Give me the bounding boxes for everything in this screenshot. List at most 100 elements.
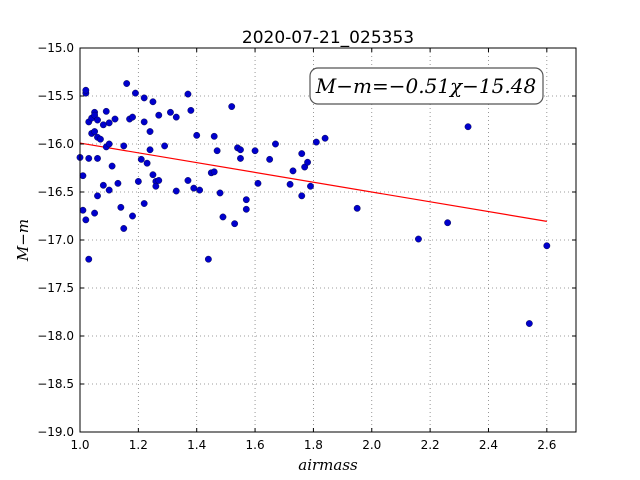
data-point xyxy=(525,320,533,327)
data-point xyxy=(242,196,250,204)
data-point xyxy=(304,158,311,166)
x-tick-label: 1.2 xyxy=(129,438,148,452)
data-point xyxy=(251,147,259,155)
data-point xyxy=(134,178,142,185)
y-axis-label: M−m xyxy=(14,219,32,262)
data-point xyxy=(172,113,180,121)
data-point xyxy=(213,147,221,155)
data-point xyxy=(254,179,262,187)
data-point xyxy=(543,242,551,250)
chart-title: 2020-07-21_025353 xyxy=(242,28,414,48)
data-point xyxy=(105,119,113,127)
data-point xyxy=(114,179,122,187)
data-point xyxy=(94,116,101,124)
data-point xyxy=(184,177,192,184)
data-point xyxy=(216,189,224,197)
data-point xyxy=(132,89,139,97)
data-point xyxy=(152,182,160,190)
data-point xyxy=(289,167,297,175)
data-point xyxy=(82,86,90,94)
y-tick-label: −18.5 xyxy=(37,377,74,391)
data-point xyxy=(190,184,198,192)
data-point xyxy=(161,142,169,150)
fit-line-group xyxy=(79,142,547,222)
x-tick-label: 2.6 xyxy=(537,438,556,452)
data-point xyxy=(219,213,227,221)
data-point xyxy=(85,154,93,162)
x-tick-label: 2.2 xyxy=(421,438,440,452)
data-points xyxy=(76,80,551,327)
data-point xyxy=(210,168,218,176)
data-point xyxy=(91,128,98,135)
x-tick-label: 1.0 xyxy=(70,438,89,452)
data-point xyxy=(242,205,250,213)
data-point xyxy=(99,121,107,129)
data-point xyxy=(120,142,128,150)
annotation-text: M−m=−0.51χ−15.48 xyxy=(315,74,536,98)
data-point xyxy=(97,135,104,143)
data-point xyxy=(321,134,329,142)
data-point xyxy=(140,200,148,207)
data-point xyxy=(312,138,320,146)
data-point xyxy=(298,192,306,200)
axis-ticks: 1.0 1.2 1.4 1.6 1.8 2.0 2.2 2.4 2.6 −15.0 −15.5 −16… xyxy=(37,41,576,452)
data-point xyxy=(228,103,236,110)
data-point xyxy=(102,107,110,115)
data-point xyxy=(353,204,361,212)
y-tick-label: −19.0 xyxy=(37,425,74,439)
data-point xyxy=(140,94,148,102)
data-point xyxy=(108,162,116,170)
data-point xyxy=(94,154,101,162)
data-point xyxy=(123,80,131,87)
data-point xyxy=(187,107,195,114)
data-point xyxy=(172,187,180,195)
data-point xyxy=(196,186,204,194)
data-point xyxy=(266,155,274,163)
data-point xyxy=(149,98,157,106)
data-point xyxy=(415,235,422,243)
y-tick-label: −16.0 xyxy=(37,137,74,151)
data-point xyxy=(85,255,93,263)
data-point xyxy=(286,180,294,188)
data-point xyxy=(143,159,151,167)
data-point xyxy=(105,140,113,148)
data-point xyxy=(105,186,113,194)
data-point xyxy=(99,181,107,189)
x-tick-label: 2.4 xyxy=(479,438,498,452)
data-point xyxy=(204,255,212,263)
data-point xyxy=(210,132,218,140)
annotation-box xyxy=(309,67,544,105)
data-point xyxy=(193,131,201,139)
y-tick-label: −16.5 xyxy=(37,185,74,199)
data-point xyxy=(146,128,154,135)
data-point xyxy=(120,225,128,232)
fit-line xyxy=(79,142,547,222)
y-tick-label: −15.0 xyxy=(37,41,74,55)
data-point xyxy=(231,220,239,228)
x-tick-label: 1.8 xyxy=(304,438,323,452)
data-point xyxy=(167,108,174,116)
data-point xyxy=(464,123,472,131)
x-tick-label: 1.4 xyxy=(187,438,206,452)
data-point xyxy=(155,177,163,184)
data-point xyxy=(129,212,136,220)
data-point xyxy=(149,171,157,179)
data-point xyxy=(155,111,163,119)
data-point xyxy=(82,216,90,224)
y-tick-label: −18.0 xyxy=(37,329,74,343)
data-point xyxy=(237,146,244,154)
equation-annotation: M−m=−0.51χ−15.48 xyxy=(309,67,544,105)
x-tick-label: 2.0 xyxy=(362,438,381,452)
data-point xyxy=(111,115,119,123)
y-tick-label: −17.5 xyxy=(37,281,74,295)
data-point xyxy=(146,146,154,154)
data-point xyxy=(184,90,192,98)
data-point xyxy=(137,155,145,163)
data-point xyxy=(91,209,98,217)
data-point xyxy=(140,118,148,126)
data-point xyxy=(444,219,452,227)
data-point xyxy=(237,154,244,162)
grid xyxy=(79,47,576,433)
y-tick-label: −17.0 xyxy=(37,233,74,247)
